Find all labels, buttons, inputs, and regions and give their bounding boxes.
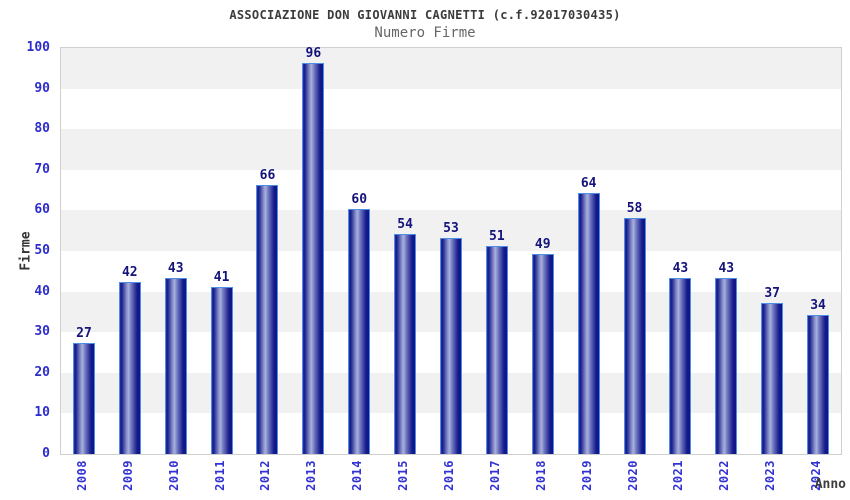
bar-value-label: 64 bbox=[580, 176, 597, 192]
bar-value-label: 41 bbox=[213, 269, 230, 285]
y-tick-label: 40 bbox=[34, 283, 50, 299]
x-tick-label: 2019 bbox=[579, 460, 594, 491]
y-tick-label: 100 bbox=[26, 40, 50, 55]
grid-band bbox=[61, 88, 841, 130]
bar-value-label: 37 bbox=[764, 285, 780, 301]
bar-2019 bbox=[577, 193, 600, 454]
grid-band bbox=[61, 129, 841, 170]
x-tick-label: 2010 bbox=[166, 460, 181, 491]
x-tick-label: 2013 bbox=[304, 460, 319, 491]
x-tick-label: 2022 bbox=[717, 460, 732, 491]
y-tick-label: 90 bbox=[34, 80, 50, 96]
x-tick-label: 2009 bbox=[120, 460, 135, 491]
bar-value-label: 60 bbox=[351, 192, 368, 208]
y-tick-label: 70 bbox=[34, 161, 50, 177]
x-tick-label: 2018 bbox=[533, 460, 548, 491]
x-tick-label: 2014 bbox=[350, 460, 365, 491]
y-tick-label: 50 bbox=[34, 243, 50, 258]
grid-band bbox=[61, 169, 841, 211]
plot-area: 27 42 43 41 66 96 60 54 53 51 49 64 58 43 43 37 34 bbox=[60, 47, 842, 455]
bar-2022 bbox=[715, 278, 738, 454]
x-tick-label: 2015 bbox=[396, 460, 411, 491]
x-axis-title: Anno bbox=[814, 477, 846, 492]
bar-2011 bbox=[210, 286, 233, 454]
bar-value-label: 34 bbox=[810, 297, 826, 313]
bar-value-label: 58 bbox=[626, 200, 643, 216]
x-tick-label: 2016 bbox=[442, 460, 456, 491]
y-tick-label: 60 bbox=[34, 202, 50, 218]
bar-2016 bbox=[440, 237, 462, 454]
bar-2024 bbox=[807, 314, 830, 454]
bar-2009 bbox=[118, 282, 141, 454]
y-tick-label: 20 bbox=[34, 364, 50, 380]
x-tick-label: 2012 bbox=[258, 460, 273, 491]
bar-2012 bbox=[256, 185, 279, 454]
x-tick-label: 2008 bbox=[74, 460, 89, 491]
x-tick-label: 2020 bbox=[625, 460, 640, 491]
bar-value-label: 42 bbox=[121, 265, 138, 281]
bar-2013 bbox=[302, 63, 325, 454]
x-tick-label: 2021 bbox=[671, 460, 686, 491]
bar-2018 bbox=[531, 254, 554, 454]
chart-subtitle: Numero Firme bbox=[374, 25, 476, 41]
bar-value-label: 51 bbox=[489, 228, 505, 244]
y-axis-labels: 0 10 20 30 40 50 60 70 80 90 100 bbox=[0, 40, 50, 461]
bar-2020 bbox=[623, 217, 646, 454]
bar-2023 bbox=[761, 302, 784, 454]
bar-2014 bbox=[348, 209, 371, 454]
bar-value-label: 43 bbox=[167, 261, 184, 277]
y-tick-label: 80 bbox=[34, 121, 50, 137]
x-tick-label: 2011 bbox=[212, 460, 227, 491]
x-tick-label: 2023 bbox=[763, 460, 778, 491]
y-tick-label: 30 bbox=[34, 324, 50, 340]
x-axis-labels: 2008 2009 2010 2011 2012 2013 2014 2015 2016 2017… bbox=[60, 454, 842, 500]
bar-value-label: 27 bbox=[76, 326, 92, 342]
x-tick-label: 2017 bbox=[487, 460, 502, 491]
bar-value-label: 49 bbox=[534, 237, 551, 253]
bar-2015 bbox=[394, 233, 417, 454]
chart-title: ASSOCIAZIONE DON GIOVANNI CAGNETTI (c.f.… bbox=[229, 8, 621, 22]
bar-value-label: 54 bbox=[397, 216, 413, 232]
bar-2021 bbox=[669, 278, 692, 454]
bar-2010 bbox=[164, 278, 187, 454]
bar-value-label: 53 bbox=[443, 220, 459, 236]
bar-value-label: 43 bbox=[672, 261, 689, 277]
y-tick-label: 10 bbox=[34, 405, 50, 421]
grid-band bbox=[61, 48, 841, 89]
bar-2008 bbox=[72, 343, 95, 454]
bar-value-label: 43 bbox=[718, 261, 735, 277]
bar-value-label: 96 bbox=[305, 46, 322, 62]
bar-value-label: 66 bbox=[259, 168, 276, 184]
y-tick-label: 0 bbox=[42, 446, 50, 461]
bar-2017 bbox=[485, 245, 508, 454]
